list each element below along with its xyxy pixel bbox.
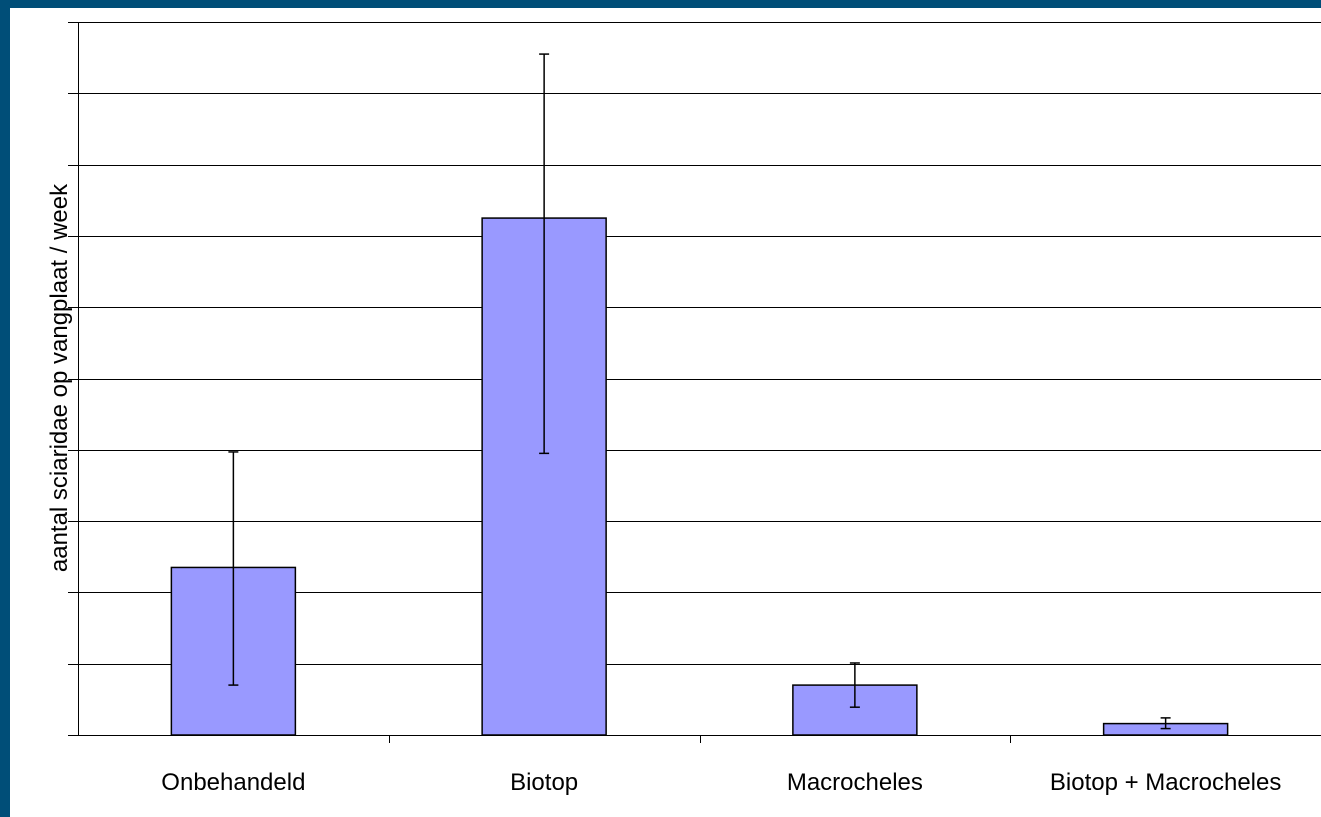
- error-bar-2: [539, 53, 550, 455]
- error-bar-1: [228, 451, 239, 686]
- error-bar-3: [849, 662, 860, 708]
- x-tick-label: Macrocheles: [787, 769, 923, 796]
- x-axis-ticks: [389, 735, 1011, 743]
- bars: [170, 217, 1229, 736]
- x-tick-labels: Onbehandeld Biotop Macrocheles Biotop + Mac…: [161, 769, 1281, 796]
- x-tick-label: Biotop: [510, 769, 578, 796]
- y-axis-ticks: [68, 22, 78, 736]
- x-tick-label: Onbehandeld: [161, 769, 305, 796]
- y-axis-label: aantal sciaridae op vangplaat / week: [46, 183, 73, 572]
- error-bars: [228, 53, 1171, 730]
- top-frame-border: [0, 0, 1321, 8]
- gridlines: [78, 22, 1321, 665]
- error-bar-4: [1160, 717, 1171, 730]
- x-tick-label: Biotop + Macrocheles: [1050, 769, 1281, 796]
- left-frame-border: [0, 0, 10, 817]
